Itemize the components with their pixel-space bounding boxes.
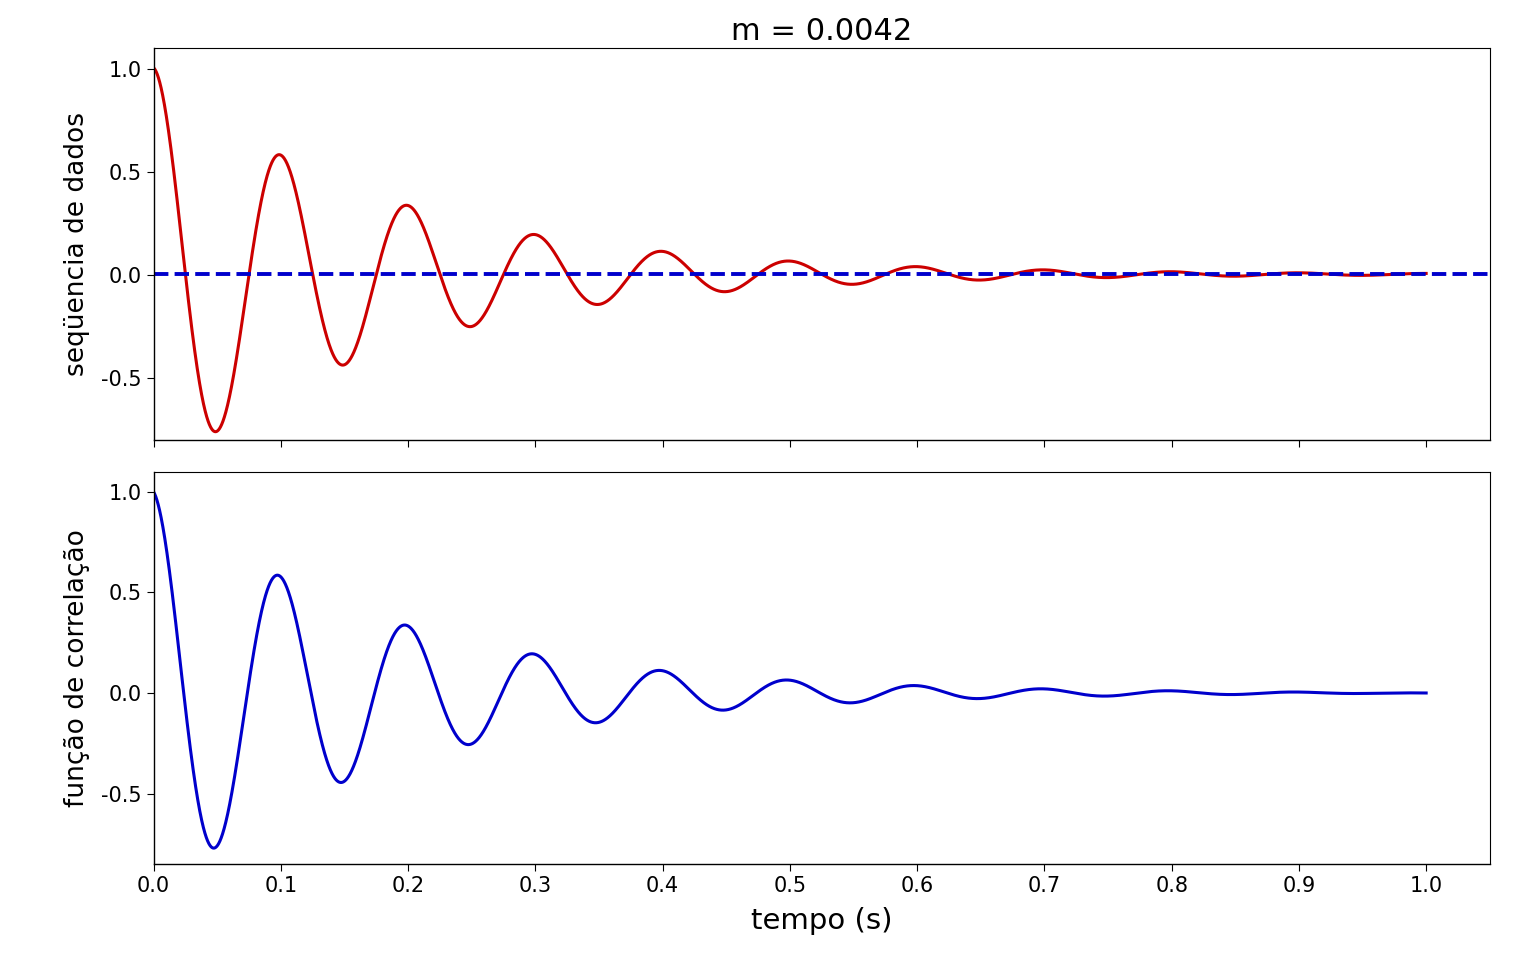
Y-axis label: função de correlação: função de correlação — [65, 529, 91, 806]
X-axis label: tempo (s): tempo (s) — [751, 907, 892, 935]
Y-axis label: seqüencia de dados: seqüencia de dados — [65, 112, 91, 376]
Title: m = 0.0042: m = 0.0042 — [731, 16, 912, 46]
